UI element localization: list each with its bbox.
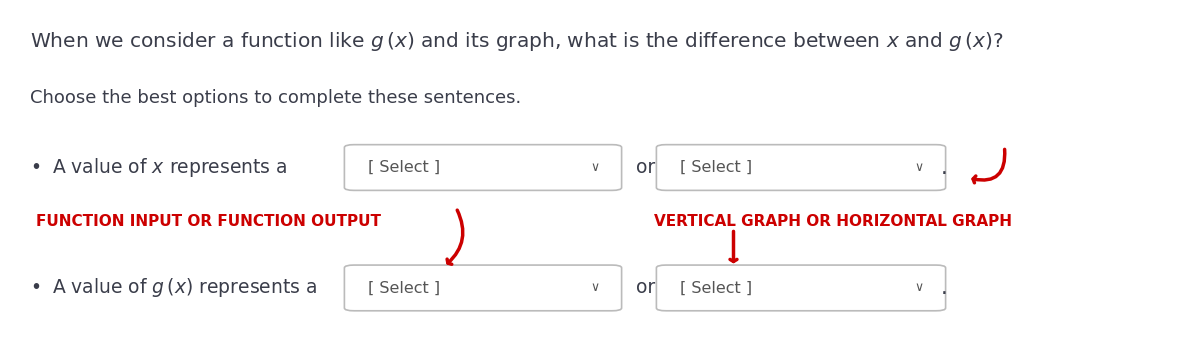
Text: .: . xyxy=(941,278,948,298)
FancyBboxPatch shape xyxy=(656,144,946,191)
Text: When we consider a function like $g\,(x)$ and its graph, what is the difference : When we consider a function like $g\,(x)… xyxy=(30,30,1003,53)
Text: •: • xyxy=(30,279,41,297)
Text: FUNCTION INPUT OR FUNCTION OUTPUT: FUNCTION INPUT OR FUNCTION OUTPUT xyxy=(36,214,382,229)
Text: ∨: ∨ xyxy=(914,161,924,174)
Text: VERTICAL GRAPH OR HORIZONTAL GRAPH: VERTICAL GRAPH OR HORIZONTAL GRAPH xyxy=(654,214,1012,229)
FancyBboxPatch shape xyxy=(344,265,622,311)
Text: •: • xyxy=(30,158,41,177)
Text: Choose the best options to complete these sentences.: Choose the best options to complete thes… xyxy=(30,89,521,107)
Text: ∨: ∨ xyxy=(590,281,600,295)
Text: A value of $g\,(x)$ represents a: A value of $g\,(x)$ represents a xyxy=(52,276,317,299)
Text: .: . xyxy=(941,157,948,178)
Text: [ Select ]: [ Select ] xyxy=(368,281,440,295)
Text: ∨: ∨ xyxy=(914,281,924,295)
Text: or: or xyxy=(636,158,655,177)
Text: A value of $x$ represents a: A value of $x$ represents a xyxy=(52,156,287,179)
Text: [ Select ]: [ Select ] xyxy=(680,281,752,295)
Text: [ Select ]: [ Select ] xyxy=(368,160,440,175)
Text: ∨: ∨ xyxy=(590,161,600,174)
FancyBboxPatch shape xyxy=(656,265,946,311)
Text: or: or xyxy=(636,279,655,297)
FancyBboxPatch shape xyxy=(344,144,622,191)
Text: [ Select ]: [ Select ] xyxy=(680,160,752,175)
